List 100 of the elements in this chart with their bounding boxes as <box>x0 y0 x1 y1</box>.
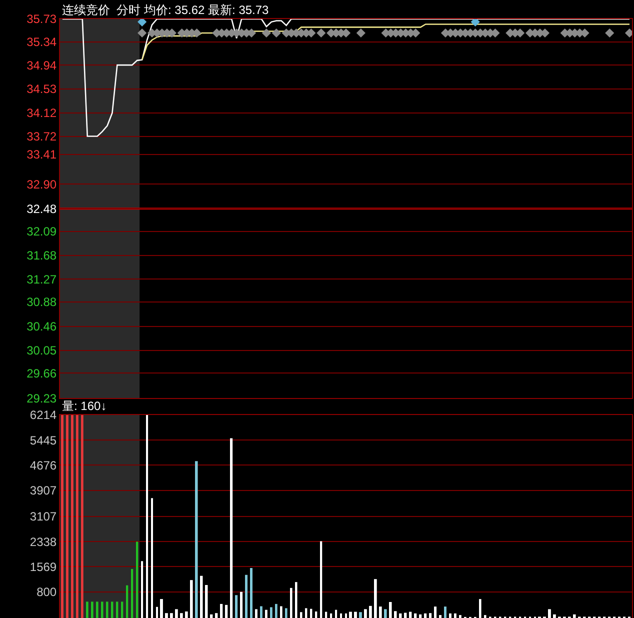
bar <box>315 611 318 618</box>
bar <box>285 608 288 618</box>
bar <box>384 609 387 618</box>
bar <box>151 498 154 618</box>
bar <box>185 611 188 618</box>
y-tick-label: 30.88 <box>26 295 57 310</box>
y-tick-label: 35.34 <box>26 34 57 49</box>
y-tick-label: 29.23 <box>26 391 57 406</box>
bar <box>235 595 238 618</box>
y-tick-label: 34.53 <box>26 82 57 96</box>
bar <box>310 608 312 618</box>
y-tick-label: 33.41 <box>26 148 57 162</box>
bar <box>369 606 372 618</box>
bar <box>200 576 203 618</box>
bar <box>230 438 233 618</box>
bar <box>399 613 402 618</box>
bar <box>245 574 248 618</box>
bar <box>76 414 78 618</box>
line-series <box>62 19 630 137</box>
y-tick-label: 32.90 <box>26 177 57 192</box>
bar <box>300 612 302 618</box>
bar <box>175 609 178 618</box>
bar <box>454 613 456 618</box>
bar <box>270 607 272 618</box>
y-tick-label: 33.72 <box>26 129 57 144</box>
bar <box>340 613 342 618</box>
y-tick-label: 30.05 <box>26 344 57 358</box>
bar <box>91 602 94 618</box>
bar <box>146 414 148 618</box>
bar <box>295 582 298 618</box>
bar <box>389 602 392 618</box>
bar <box>190 580 193 618</box>
bar <box>374 579 377 618</box>
bar <box>81 414 84 618</box>
bar <box>240 592 243 618</box>
chart-title: 连续竞价 分时 均价: 35.62 最新: 35.73 <box>62 3 270 17</box>
bar <box>379 606 382 618</box>
bar <box>106 602 108 618</box>
bar <box>439 615 442 618</box>
y-tick-label: 800 <box>36 585 57 600</box>
bar <box>275 604 278 618</box>
bar <box>210 614 213 618</box>
y-tick-label: 31.27 <box>26 272 57 286</box>
bar <box>484 615 486 618</box>
y-tick-label: 32.09 <box>26 224 57 239</box>
y-tick-label: 34.94 <box>26 58 57 72</box>
bar <box>354 612 357 618</box>
y-tick-label: 5445 <box>30 433 57 448</box>
y-tick-label: 31.68 <box>26 248 57 262</box>
bar <box>71 414 74 618</box>
bar <box>345 613 347 618</box>
bar <box>260 606 262 618</box>
bar <box>215 613 218 618</box>
bar <box>548 609 551 618</box>
y-tick-label: 32.48 <box>26 202 57 216</box>
bar <box>126 585 128 618</box>
y-tick-label: 2338 <box>30 534 57 549</box>
bar <box>86 602 88 618</box>
bar <box>141 561 144 618</box>
bar <box>220 604 223 618</box>
bar <box>250 568 252 618</box>
bar <box>116 602 118 618</box>
y-tick-label: 6214 <box>30 408 57 422</box>
bar <box>195 461 198 618</box>
bar <box>359 612 362 618</box>
bar <box>409 612 412 618</box>
bar <box>121 602 124 618</box>
y-tick-label: 3907 <box>30 484 57 498</box>
bar <box>434 606 437 618</box>
chart-title: 量: 160↓ <box>62 399 107 413</box>
bar <box>573 614 576 618</box>
bar <box>265 610 268 618</box>
bar <box>349 612 352 618</box>
y-tick-label: 3107 <box>30 510 57 524</box>
bar <box>160 599 163 618</box>
bar <box>170 613 173 618</box>
bar <box>419 614 422 618</box>
bar <box>156 606 158 618</box>
bar <box>225 604 228 618</box>
bar <box>429 613 432 618</box>
bar <box>335 610 338 618</box>
bar <box>101 602 104 618</box>
bar <box>414 613 417 618</box>
y-tick-label: 30.46 <box>26 320 57 334</box>
y-tick-label: 1569 <box>30 560 57 574</box>
bar <box>131 568 134 618</box>
bar <box>479 599 482 618</box>
bar <box>255 609 258 618</box>
bar <box>330 613 332 618</box>
bar <box>444 606 446 618</box>
bar <box>61 414 64 618</box>
bar <box>66 414 68 618</box>
bar <box>320 541 322 618</box>
bar <box>180 613 183 618</box>
bar <box>449 613 452 618</box>
y-tick-label: 35.73 <box>26 12 57 26</box>
bar <box>136 542 138 618</box>
bar <box>205 585 208 618</box>
bar <box>553 614 556 618</box>
y-tick-label: 4676 <box>30 458 57 472</box>
